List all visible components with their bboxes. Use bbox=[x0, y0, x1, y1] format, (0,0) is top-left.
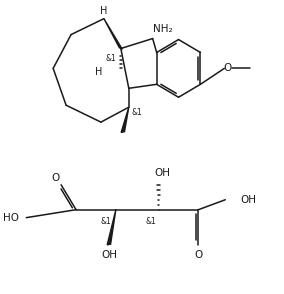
Text: O: O bbox=[51, 173, 59, 183]
Text: H: H bbox=[100, 6, 108, 16]
Polygon shape bbox=[104, 19, 122, 49]
Text: OH: OH bbox=[240, 195, 256, 205]
Text: &1: &1 bbox=[101, 217, 111, 226]
Text: &1: &1 bbox=[145, 217, 156, 226]
Text: OH: OH bbox=[154, 168, 171, 178]
Text: O: O bbox=[223, 64, 231, 74]
Text: H: H bbox=[95, 67, 103, 77]
Text: O: O bbox=[194, 250, 202, 260]
Text: NH₂: NH₂ bbox=[153, 24, 172, 34]
Text: OH: OH bbox=[101, 250, 117, 260]
Text: HO: HO bbox=[3, 213, 19, 223]
Polygon shape bbox=[121, 107, 129, 133]
Polygon shape bbox=[107, 210, 116, 245]
Text: &1: &1 bbox=[105, 54, 116, 63]
Text: &1: &1 bbox=[131, 108, 142, 117]
